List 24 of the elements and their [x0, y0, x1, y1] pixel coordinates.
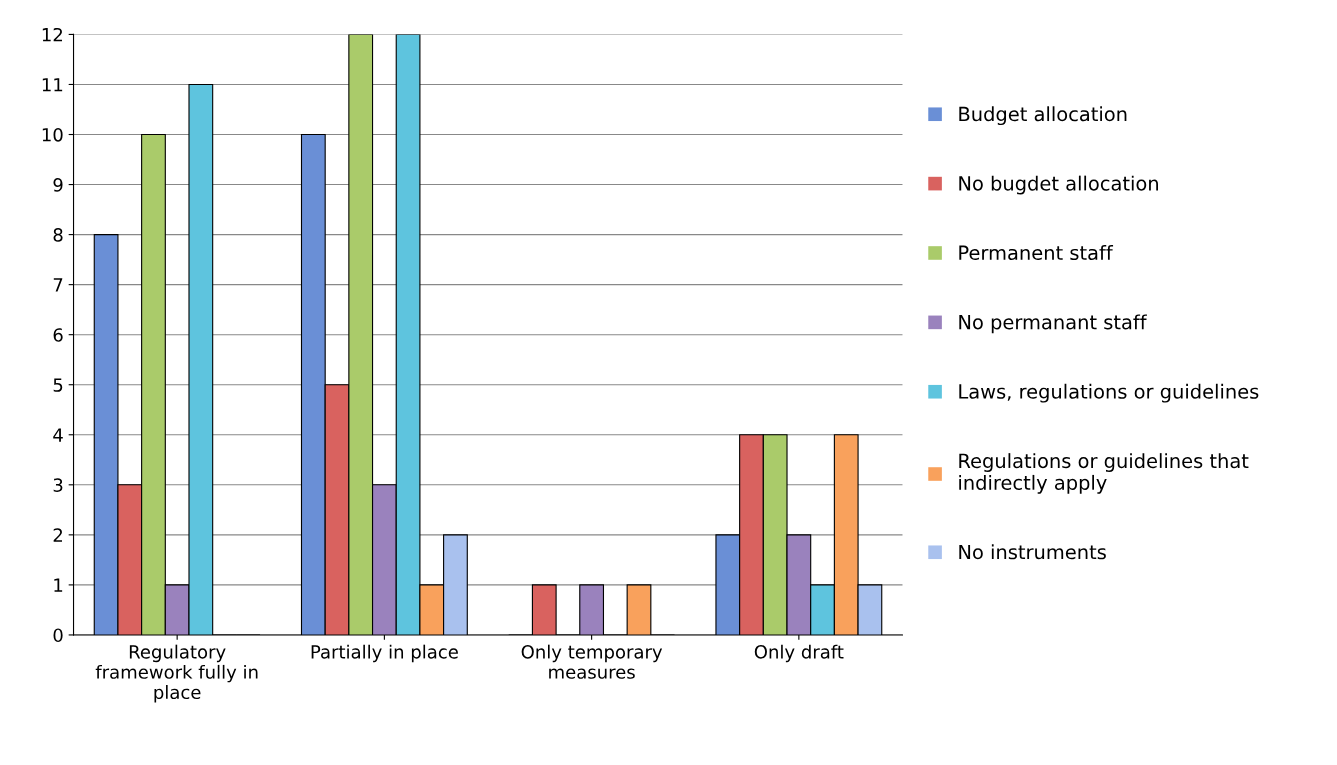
- y-tick-label: 1: [54, 578, 63, 592]
- legend-label: No instruments: [959, 544, 1106, 560]
- x-tick-label: Partially in place: [311, 644, 458, 663]
- legend-label: Budget allocation: [959, 106, 1127, 126]
- legend-label: No permanant staff: [959, 314, 1147, 334]
- y-tick-label: 2: [53, 528, 62, 542]
- x-tick-label: Regulatory framework fully in place: [95, 644, 258, 703]
- y-tick-label: 11: [42, 78, 63, 92]
- x-tick-label: Only temporary measures: [521, 644, 663, 679]
- y-tick-label: 10: [42, 127, 63, 142]
- y-tick-label: 12: [42, 27, 62, 42]
- legend-label: Permanent staff: [959, 245, 1114, 261]
- y-tick-label: 3: [53, 478, 63, 492]
- y-tick-label: 4: [53, 428, 63, 442]
- legend-label: Regulations or guidelines that indirectly apply: [959, 453, 1249, 494]
- legend-label: No bugdet allocation: [959, 175, 1158, 195]
- legend-label: Laws, regulations or guidelines: [959, 383, 1259, 403]
- y-tick-label: 7: [53, 278, 63, 292]
- y-tick-label: 9: [53, 178, 63, 192]
- y-tick-label: 8: [53, 228, 63, 242]
- y-tick-label: 6: [53, 328, 63, 342]
- y-tick-label: 0: [53, 628, 63, 643]
- x-tick-label: Only draft: [754, 644, 844, 663]
- y-tick-label: 5: [53, 378, 63, 392]
